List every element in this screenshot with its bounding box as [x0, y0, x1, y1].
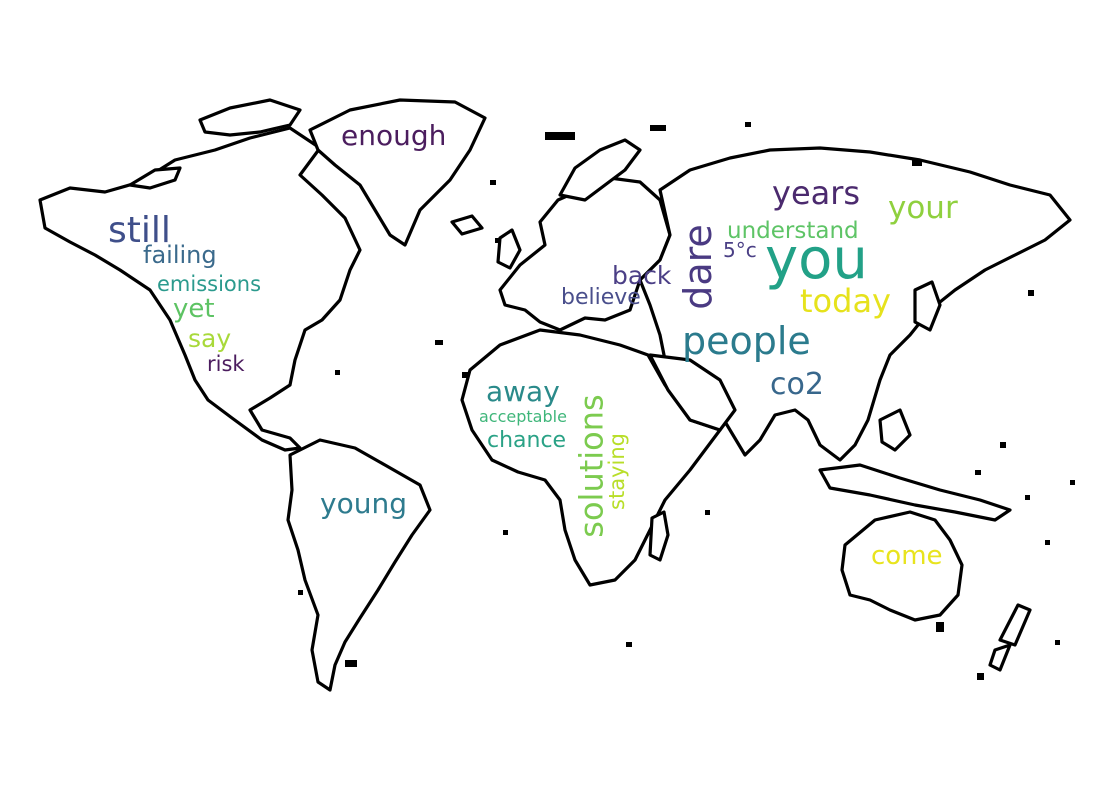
word-staying: staying — [604, 433, 629, 510]
word-people: people — [682, 319, 811, 363]
madagascar-shape — [648, 510, 670, 562]
word-enough: enough — [341, 119, 447, 152]
word-yet: yet — [173, 294, 215, 324]
word-chance: chance — [487, 428, 567, 453]
greenland-shape — [308, 98, 487, 247]
word-5c: 5°c — [723, 238, 757, 262]
word-years: years — [772, 174, 861, 212]
north-america-shape — [38, 126, 362, 452]
word-say: say — [188, 324, 232, 353]
south-america-shape — [286, 438, 432, 692]
word-young: young — [320, 487, 407, 520]
word-dare: dare — [675, 224, 720, 310]
word-understand: understand — [727, 218, 859, 244]
word-back: back — [612, 261, 672, 290]
word-you: you — [765, 227, 868, 292]
word-believe: believe — [561, 285, 641, 310]
word-today: today — [800, 282, 891, 320]
word-away: away — [486, 375, 560, 408]
word-acceptable: acceptable — [479, 407, 567, 426]
indonesia-shape — [818, 463, 1012, 522]
word-still: still — [108, 210, 171, 251]
word-failing: failing — [143, 241, 217, 269]
word-co2: co2 — [770, 367, 824, 402]
word-come: come — [871, 541, 943, 571]
australia-shape — [840, 510, 964, 622]
africa-shape — [460, 328, 722, 587]
arctic-islands-shape — [198, 98, 302, 137]
word-risk: risk — [207, 352, 245, 376]
word-solutions: solutions — [572, 394, 611, 538]
word-your: your — [888, 190, 958, 226]
word-emissions: emissions — [157, 272, 262, 296]
